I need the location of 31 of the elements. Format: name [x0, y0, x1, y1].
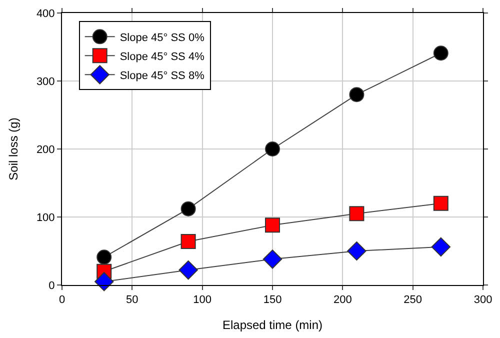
point — [433, 46, 448, 61]
y-tick-label: 400 — [36, 8, 55, 20]
x-tick-label: 50 — [126, 294, 138, 306]
point — [347, 241, 366, 261]
point — [180, 201, 196, 216]
x-tick-label: 0 — [58, 294, 66, 306]
y-tick-label: 200 — [36, 144, 55, 156]
point — [178, 260, 198, 280]
x-tick-label: 200 — [333, 294, 352, 306]
point — [433, 196, 448, 211]
y-tick-label: 100 — [36, 212, 55, 224]
legend-label: Slope 45° SS 4% — [120, 50, 205, 63]
y-axis-title: Soil loss (g) — [6, 118, 21, 180]
x-tick-label: 250 — [404, 294, 422, 306]
y-tick-label: 0 — [48, 280, 55, 292]
point — [431, 237, 450, 257]
point — [349, 206, 364, 222]
point — [94, 272, 114, 292]
point — [349, 87, 364, 102]
x-tick-label: 100 — [193, 294, 212, 306]
point — [265, 218, 280, 233]
point — [262, 250, 282, 269]
point — [96, 250, 112, 265]
point — [265, 142, 280, 156]
x-tick-label: 300 — [474, 294, 492, 306]
x-tick-label: 150 — [263, 294, 282, 306]
x-axis-title: Elapsed time (min) — [222, 318, 323, 332]
point — [180, 234, 196, 249]
legend-label: Slope 45° SS 8% — [120, 70, 205, 82]
legend-label: Slope 45° SS 0% — [120, 32, 205, 44]
y-tick-label: 300 — [36, 76, 55, 88]
